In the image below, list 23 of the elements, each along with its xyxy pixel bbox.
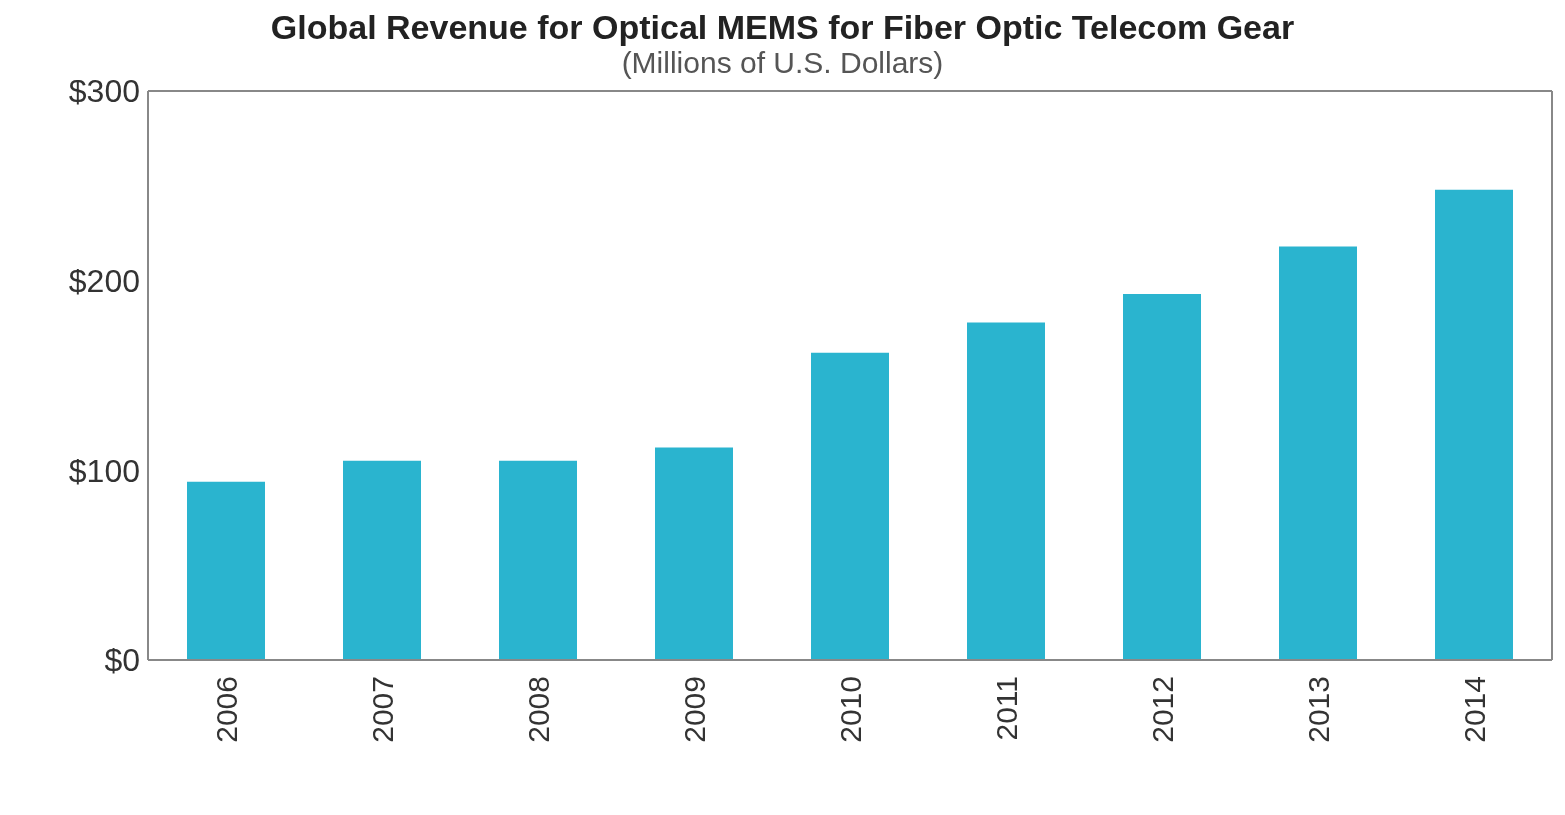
chart-subtitle: (Millions of U.S. Dollars) [621, 46, 944, 79]
bar [655, 447, 733, 660]
x-tick-label: 2006 [209, 676, 243, 743]
x-tick-label: 2012 [1145, 676, 1179, 743]
x-tick-label: 2013 [1301, 676, 1335, 743]
y-tick-label: $0 [104, 642, 140, 679]
x-tick-label: 2014 [1457, 676, 1491, 743]
bar [967, 322, 1045, 660]
y-tick-label: $100 [68, 452, 140, 489]
x-tick-label: 2010 [833, 676, 867, 743]
bar [1279, 246, 1357, 660]
chart-title: Global Revenue for Optical MEMS for Fiber Optic Telecom Gear [269, 8, 1296, 46]
y-tick-label: $200 [68, 263, 140, 300]
x-tick-label: 2011 [989, 676, 1023, 741]
x-tick-label: 2007 [365, 676, 399, 743]
x-tick-label: 2009 [677, 676, 711, 743]
bar [499, 460, 577, 660]
bar [1435, 189, 1513, 660]
bar [343, 460, 421, 660]
x-tick-label: 2008 [521, 676, 555, 743]
bar [187, 481, 265, 660]
bar [811, 352, 889, 660]
bar [1123, 293, 1201, 660]
